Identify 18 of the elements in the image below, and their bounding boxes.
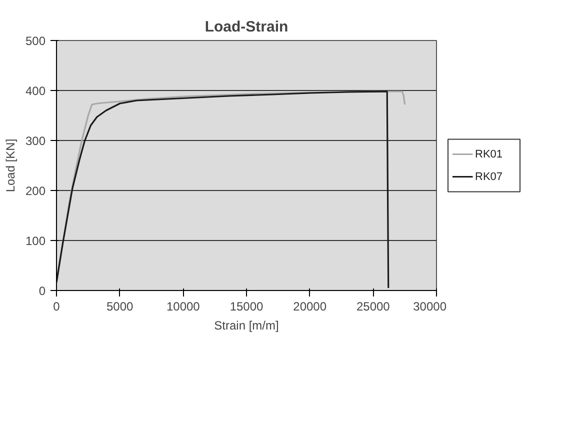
x-tick-label: 25000	[356, 300, 390, 314]
y-tick-label: 200	[25, 184, 46, 198]
y-tick-label: 300	[25, 134, 46, 148]
y-tick-label: 100	[25, 234, 46, 248]
x-tick-label: 30000	[413, 300, 447, 314]
legend-label: RK01	[475, 148, 503, 160]
x-tick-label: 0	[53, 300, 60, 314]
y-tick-label: 500	[25, 34, 46, 48]
y-tick-label: 400	[25, 84, 46, 98]
x-tick-label: 10000	[166, 300, 200, 314]
x-axis-title: Strain [m/m]	[214, 318, 279, 332]
y-axis-title: Load [KN]	[3, 138, 18, 192]
legend-label: RK07	[475, 170, 503, 183]
y-tick-label: 0	[38, 284, 46, 298]
x-tick-label: 15000	[230, 300, 264, 314]
x-tick-label: 20000	[293, 300, 327, 314]
chart-title: Load-Strain	[204, 18, 288, 36]
x-tick-label: 5000	[106, 300, 134, 314]
